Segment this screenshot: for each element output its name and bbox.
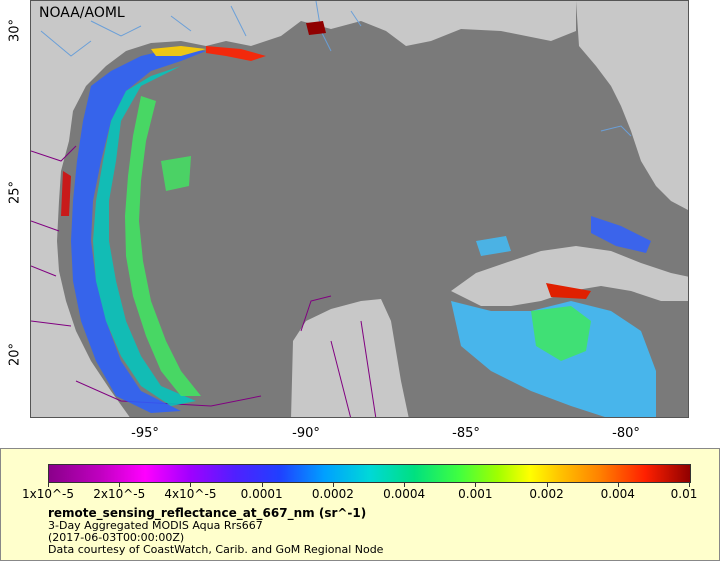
dataset-description: 3-Day Aggregated MODIS Aqua Rrs667 [48,519,263,532]
reflectance-band-yellow-coast [151,46,206,56]
reflectance-patch-yucatan-green [531,306,591,361]
colorbar-tick-mark [475,482,477,487]
colorbar-tick-label: 0.001 [458,487,493,501]
colorbar-tick-label: 0.0001 [240,487,283,501]
reflectance-band-red-coast [206,46,266,61]
colorbar-tick-mark [332,482,334,487]
credit-label: NOAA/AOML [39,5,125,21]
cuba-land [451,246,688,306]
reflectance-patch-cuba-red [546,283,591,299]
colorbar-tick-mark [617,482,619,487]
colorbar-tick-label: 4x10^-5 [164,487,217,501]
colorbar [48,464,691,483]
colorbar-tick-mark [119,482,121,487]
lon-tick-85: -85° [452,426,480,441]
colorbar-tick-label: 1x10^-5 [21,487,75,501]
reflectance-band-red-texas [61,171,71,216]
colorbar-tick-label: 0.01 [670,487,698,501]
reflectance-band-green [125,96,201,396]
dataset-time: (2017-06-03T00:00:00Z) [48,531,185,544]
florida-land [576,1,688,210]
reflectance-patch-central [161,156,191,191]
colorbar-tick-mark [546,482,548,487]
colorbar-tick-mark [48,482,49,487]
reflectance-patch-yucatan [451,301,656,417]
lon-tick-95: -95° [131,426,159,441]
lon-tick-80: -80° [612,426,640,441]
variable-name: remote_sensing_reflectance_at_667_nm (sr… [48,506,367,520]
colorbar-tick-label: 0.0004 [383,487,426,501]
yucatan-land [291,299,409,417]
colorbar-tick-label: 0.0002 [311,487,354,501]
reflectance-patch-cuba-north [591,216,651,253]
lon-tick-90: -90° [292,426,320,441]
colorbar-tick-label: 2x10^-5 [93,487,146,501]
map-canvas [31,1,688,417]
colorbar-tick-mark [689,482,690,487]
reflectance-band-darkred-louisiana [306,21,326,35]
reflectance-patch-east [476,236,511,256]
colorbar-tick-mark [404,482,406,487]
reflectance-band-blue [71,49,206,413]
legend-panel: remote_sensing_reflectance_at_667_nm (sr… [0,448,720,561]
lat-tick-20: 20° [7,342,23,367]
data-credit: Data courtesy of CoastWatch, Carib. and … [48,543,384,556]
lat-tick-25: 25° [7,180,23,205]
colorbar-tick-mark [261,482,263,487]
colorbar-tick-mark [190,482,192,487]
lat-tick-30: 30° [7,18,23,43]
colorbar-tick-label: 0.002 [529,487,564,501]
map-area[interactable]: NOAA/AOML [30,0,689,418]
us-gulf-coast-land [31,1,576,417]
colorbar-tick-label: 0.004 [600,487,635,501]
reflectance-band-teal [93,66,196,406]
